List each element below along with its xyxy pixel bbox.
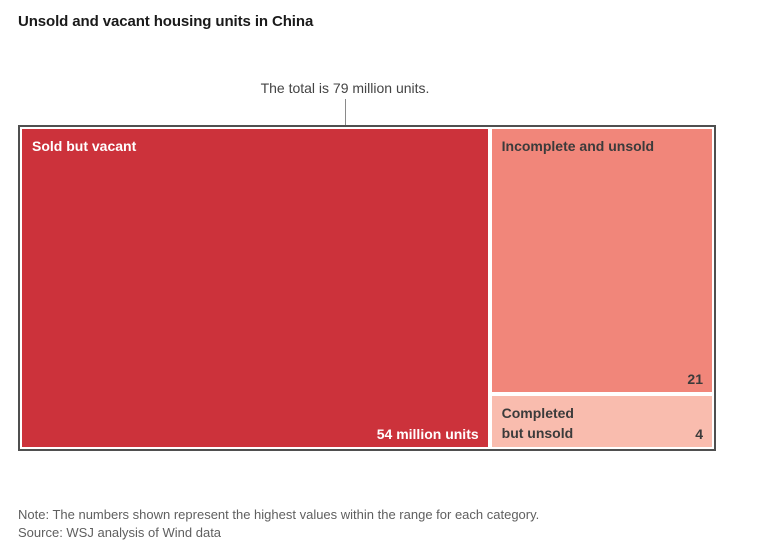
treemap-block-incomplete-and-unsold: Incomplete and unsold 21 — [491, 129, 712, 392]
block-value-completed-but-unsold: 4 — [695, 426, 703, 442]
block-label-incomplete-and-unsold: Incomplete and unsold — [501, 138, 655, 154]
block-label-completed-but-unsold: Completed but unsold — [501, 404, 574, 441]
treemap-block-completed-but-unsold: Completed but unsold 4 — [491, 395, 712, 447]
treemap-right-column: Incomplete and unsold 21 Completed but u… — [491, 129, 712, 447]
block-label-sold-but-vacant: Sold but vacant — [32, 138, 137, 154]
block-value-sold-but-vacant: 54 million units — [376, 426, 479, 442]
total-annotation: The total is 79 million units. — [260, 80, 430, 96]
block-value-incomplete-and-unsold: 21 — [687, 370, 703, 387]
chart-source: Source: WSJ analysis of Wind data — [18, 525, 222, 540]
chart-note: Note: The numbers shown represent the hi… — [18, 507, 540, 522]
treemap-block-sold-but-vacant: Sold but vacant 54 million units — [22, 129, 488, 447]
chart-title: Unsold and vacant housing units in China — [18, 13, 314, 30]
treemap-chart: Sold but vacant 54 million units Incompl… — [18, 125, 716, 451]
annotation-connector-line — [345, 99, 346, 125]
